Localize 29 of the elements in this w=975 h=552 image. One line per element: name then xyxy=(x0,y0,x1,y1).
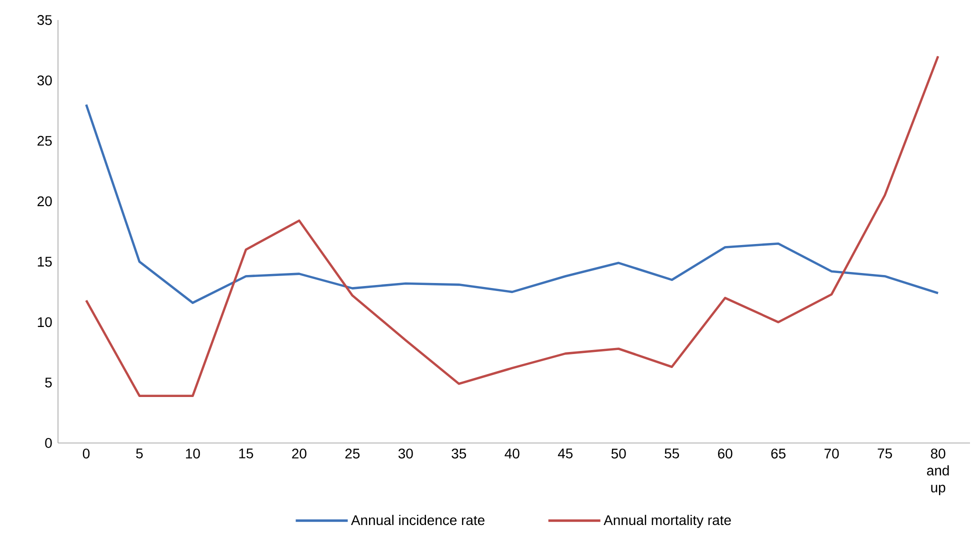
y-tick-label: 20 xyxy=(38,196,52,206)
x-tick-label: 0 xyxy=(82,448,90,459)
x-tick-label: 70 xyxy=(824,448,839,459)
y-tick-label: 15 xyxy=(38,256,52,267)
x-tick-label: 50 xyxy=(611,448,626,459)
x-tick-label: 25 xyxy=(345,448,360,459)
x-tick-label: 30 xyxy=(398,448,413,459)
x-tick-label: 20 xyxy=(292,448,306,459)
legend-label: Annual mortality rate xyxy=(604,514,731,528)
line-series xyxy=(85,55,940,398)
x-tick-label: 35 xyxy=(452,448,466,459)
y-tick-label: 35 xyxy=(37,15,52,25)
x-tick-label: 55 xyxy=(664,448,680,458)
x-tick-label: 15 xyxy=(239,448,254,458)
y-tick-label: 10 xyxy=(38,317,52,328)
x-tick-label: 45 xyxy=(558,448,573,458)
y-tick-label: 0 xyxy=(45,438,52,448)
y-tick-label: 25 xyxy=(38,136,52,146)
line-series xyxy=(85,103,940,304)
x-tick-label: 60 xyxy=(718,448,732,459)
x-tick-label: 75 xyxy=(878,448,892,458)
y-tick-label: 30 xyxy=(37,75,52,86)
x-tick-label: 10 xyxy=(186,448,200,459)
x-tick-label: 65 xyxy=(771,448,786,459)
x-tick-label: 80 and up xyxy=(927,448,949,496)
legend-label: Annual incidence rate xyxy=(351,514,484,526)
x-tick-label: 5 xyxy=(136,448,143,458)
y-tick-label: 5 xyxy=(45,378,52,388)
x-tick-label: 40 xyxy=(504,448,520,459)
